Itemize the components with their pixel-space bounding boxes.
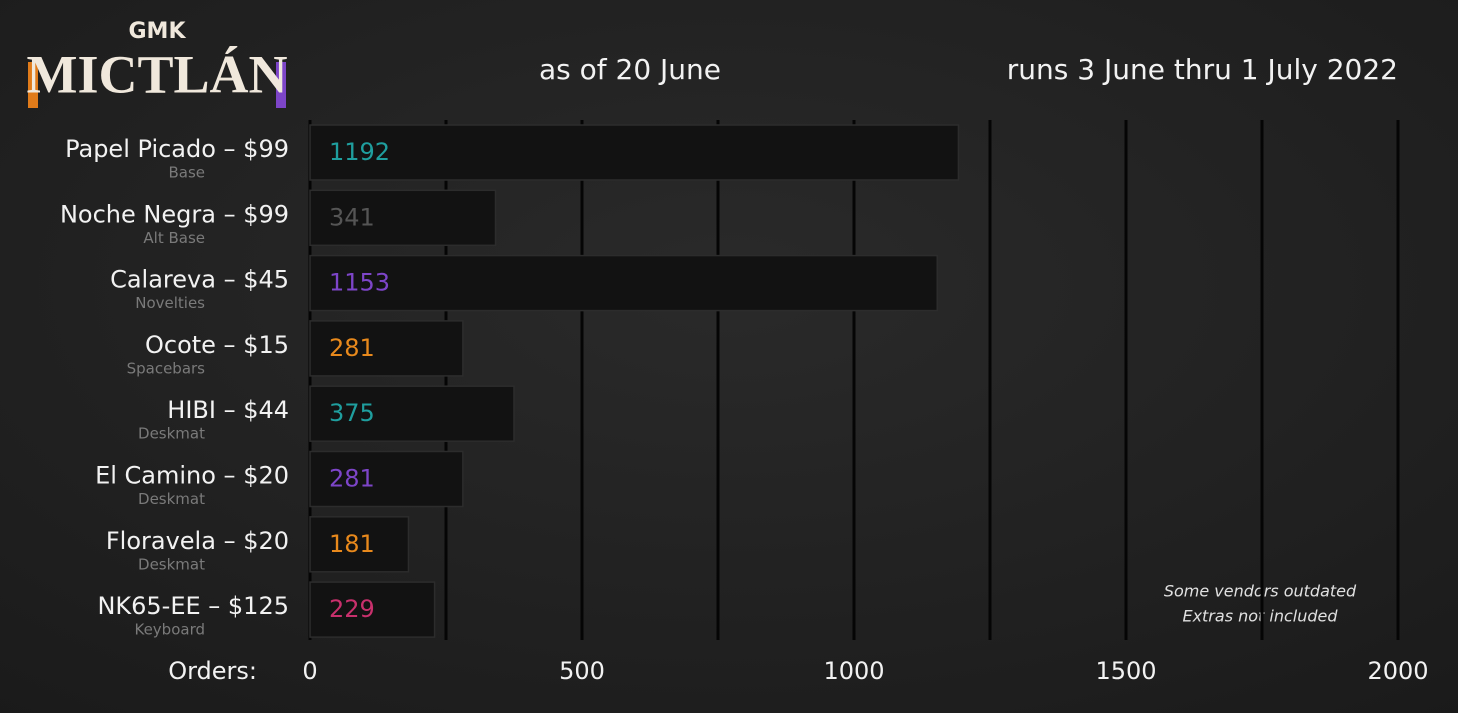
x-tick-label: 1500 bbox=[1095, 657, 1156, 685]
category-label: NK65-EE – $125 bbox=[97, 592, 289, 620]
x-axis-label: Orders: bbox=[168, 657, 257, 685]
logo: GMK MICTLÁN bbox=[26, 19, 288, 108]
value-label: 281 bbox=[329, 334, 375, 362]
bar bbox=[309, 254, 938, 312]
logo-brand: GMK bbox=[129, 19, 187, 44]
category-note: Novelties bbox=[135, 294, 205, 312]
candle bbox=[276, 62, 286, 108]
value-label: 229 bbox=[329, 595, 375, 623]
annotation: Extras not included bbox=[1182, 607, 1338, 626]
bar bbox=[309, 385, 515, 442]
annotation: Some vendors outdated bbox=[1164, 582, 1357, 601]
bars: 1192 341 1153 281 375 281 181 229 bbox=[309, 124, 960, 638]
category-label: Ocote – $15 bbox=[145, 331, 289, 359]
category-note: Keyboard bbox=[134, 621, 205, 639]
value-label: 281 bbox=[329, 465, 375, 493]
bar bbox=[309, 516, 410, 573]
candle bbox=[28, 62, 38, 108]
x-tick-label: 0 bbox=[302, 657, 317, 685]
run-dates: runs 3 June thru 1 July 2022 bbox=[1007, 53, 1398, 86]
bar bbox=[309, 581, 436, 638]
category-label: Floravela – $20 bbox=[106, 527, 289, 555]
value-label: 341 bbox=[329, 203, 375, 231]
x-tick-label: 1000 bbox=[823, 657, 884, 685]
category-note: Alt Base bbox=[143, 229, 205, 247]
category-note: Deskmat bbox=[138, 425, 205, 443]
bar bbox=[309, 320, 464, 377]
category-label: El Camino – $20 bbox=[95, 462, 289, 490]
bar bbox=[309, 189, 497, 247]
category-note: Deskmat bbox=[138, 555, 205, 573]
x-tick-label: 2000 bbox=[1367, 657, 1428, 685]
logo-title: MICTLÁN bbox=[26, 44, 287, 104]
category-label: Noche Negra – $99 bbox=[60, 200, 289, 228]
value-label: 1153 bbox=[329, 269, 390, 297]
bar bbox=[309, 124, 960, 181]
category-note: Deskmat bbox=[138, 490, 205, 508]
category-note: Base bbox=[168, 164, 205, 182]
value-label: 375 bbox=[329, 399, 375, 427]
value-label: 1192 bbox=[329, 138, 390, 166]
bar bbox=[309, 450, 464, 508]
subtitle: as of 20 June bbox=[539, 53, 721, 86]
value-label: 181 bbox=[329, 530, 375, 558]
category-label: Papel Picado – $99 bbox=[65, 135, 289, 163]
category-label: Calareva – $45 bbox=[110, 266, 289, 294]
category-label: HIBI – $44 bbox=[167, 396, 289, 424]
x-tick-label: 500 bbox=[559, 657, 605, 685]
category-note: Spacebars bbox=[127, 359, 206, 377]
